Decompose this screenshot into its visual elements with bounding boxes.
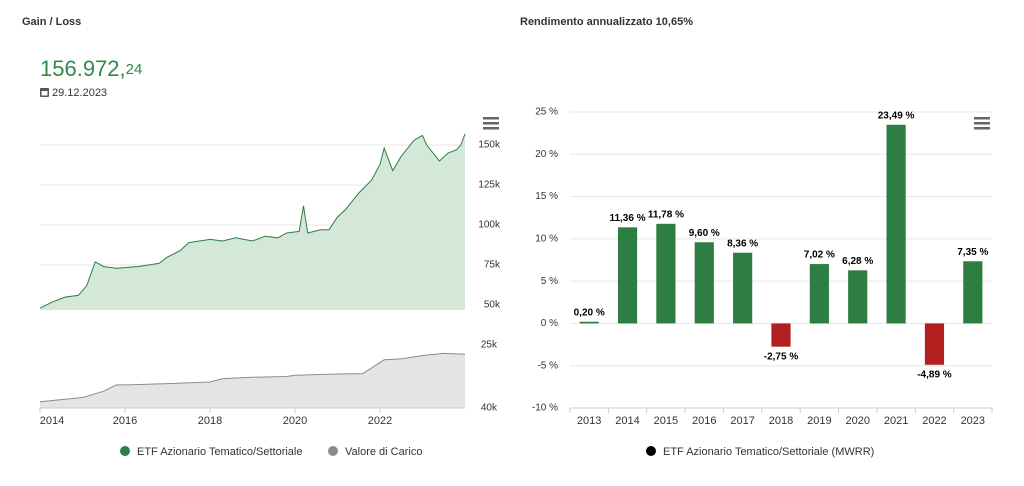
right-title: Rendimento annualizzato 10,65%: [520, 16, 693, 28]
bar: [579, 321, 599, 324]
x-tick-label: 2018: [769, 415, 793, 427]
y-tick-label: 25k: [481, 340, 498, 351]
x-tick-label: 2021: [884, 415, 908, 427]
legend-label: ETF Azionario Tematico/Settoriale (MWRR): [663, 446, 874, 458]
value-label: -4,89 %: [917, 369, 952, 380]
legend-marker: [328, 446, 338, 456]
y-tick-label: 10 %: [535, 233, 558, 244]
left-title: Gain / Loss: [22, 16, 81, 28]
x-tick-label: 2022: [368, 415, 392, 427]
value-label: 0,20 %: [574, 307, 605, 318]
y-tick-label: 5 %: [541, 276, 558, 287]
bar: [963, 261, 983, 324]
x-tick-label: 2016: [692, 415, 716, 427]
menu-icon[interactable]: [974, 117, 990, 130]
series-line: [39, 133, 466, 309]
bar: [694, 242, 714, 324]
x-tick-label: 2020: [283, 415, 307, 427]
area-fill: [40, 133, 465, 310]
bar: [809, 264, 829, 324]
x-tick-label: 2019: [807, 415, 831, 427]
value-label: -2,75 %: [764, 351, 799, 362]
y-tick-label: -5 %: [537, 360, 558, 371]
legend-marker: [646, 446, 656, 456]
bar: [656, 223, 676, 324]
value-label: 11,78 %: [648, 209, 684, 220]
y-tick-label: 20 %: [535, 149, 558, 160]
y-tick-label: 50k: [484, 300, 501, 311]
y-tick-label: 0 %: [541, 318, 558, 329]
y-tick-label: 15 %: [535, 191, 558, 202]
legend-marker: [120, 446, 130, 456]
x-tick-label: 2018: [198, 415, 222, 427]
gain-integer: 156.972,: [40, 56, 126, 81]
y-tick-label: 40k: [481, 403, 498, 414]
x-tick-label: 2013: [577, 415, 601, 427]
y-tick-label: 25 %: [535, 107, 558, 118]
y-tick-label: 150k: [478, 140, 501, 151]
legend-label: Valore di Carico: [345, 446, 422, 458]
x-tick-label: 2017: [730, 415, 754, 427]
y-tick-label: -10 %: [532, 403, 558, 414]
bar: [771, 323, 791, 347]
menu-icon[interactable]: [483, 117, 499, 130]
x-tick-label: 2014: [615, 415, 639, 427]
x-tick-label: 2015: [654, 415, 678, 427]
value-label: 23,49 %: [878, 110, 915, 121]
value-label: 11,36 %: [609, 213, 645, 224]
y-tick-label: 125k: [478, 180, 501, 191]
bar: [924, 323, 945, 365]
plots: 50k 75k 100k 125k 150k 25k 40k 2014 2016 2018 2020…: [39, 107, 993, 458]
x-tick-label: 2016: [113, 415, 137, 427]
value-label: 8,36 %: [727, 238, 758, 249]
x-tick-label: 2020: [845, 415, 869, 427]
y-tick-label: 75k: [484, 260, 501, 271]
gain-decimals: 24: [126, 61, 143, 78]
area-fill: [40, 353, 465, 408]
series-line: [39, 352, 466, 403]
x-tick-label: 2014: [40, 415, 64, 427]
gain-value: 156.972,24: [40, 56, 142, 81]
x-tick-label: 2022: [922, 415, 946, 427]
value-label: 6,28 %: [842, 256, 873, 267]
value-label: 7,02 %: [804, 250, 835, 261]
value-label: 7,35 %: [957, 247, 988, 258]
bar: [733, 252, 753, 324]
bar: [848, 270, 868, 324]
date: 29.12.2023: [52, 87, 107, 99]
y-tick-label: 100k: [478, 220, 501, 231]
x-tick-label: 2023: [961, 415, 985, 427]
legend-label: ETF Azionario Tematico/Settoriale: [137, 446, 302, 458]
bar: [617, 227, 638, 324]
calendar-icon: [40, 88, 49, 97]
value-label: 9,60 %: [689, 228, 720, 239]
bar: [886, 124, 906, 324]
